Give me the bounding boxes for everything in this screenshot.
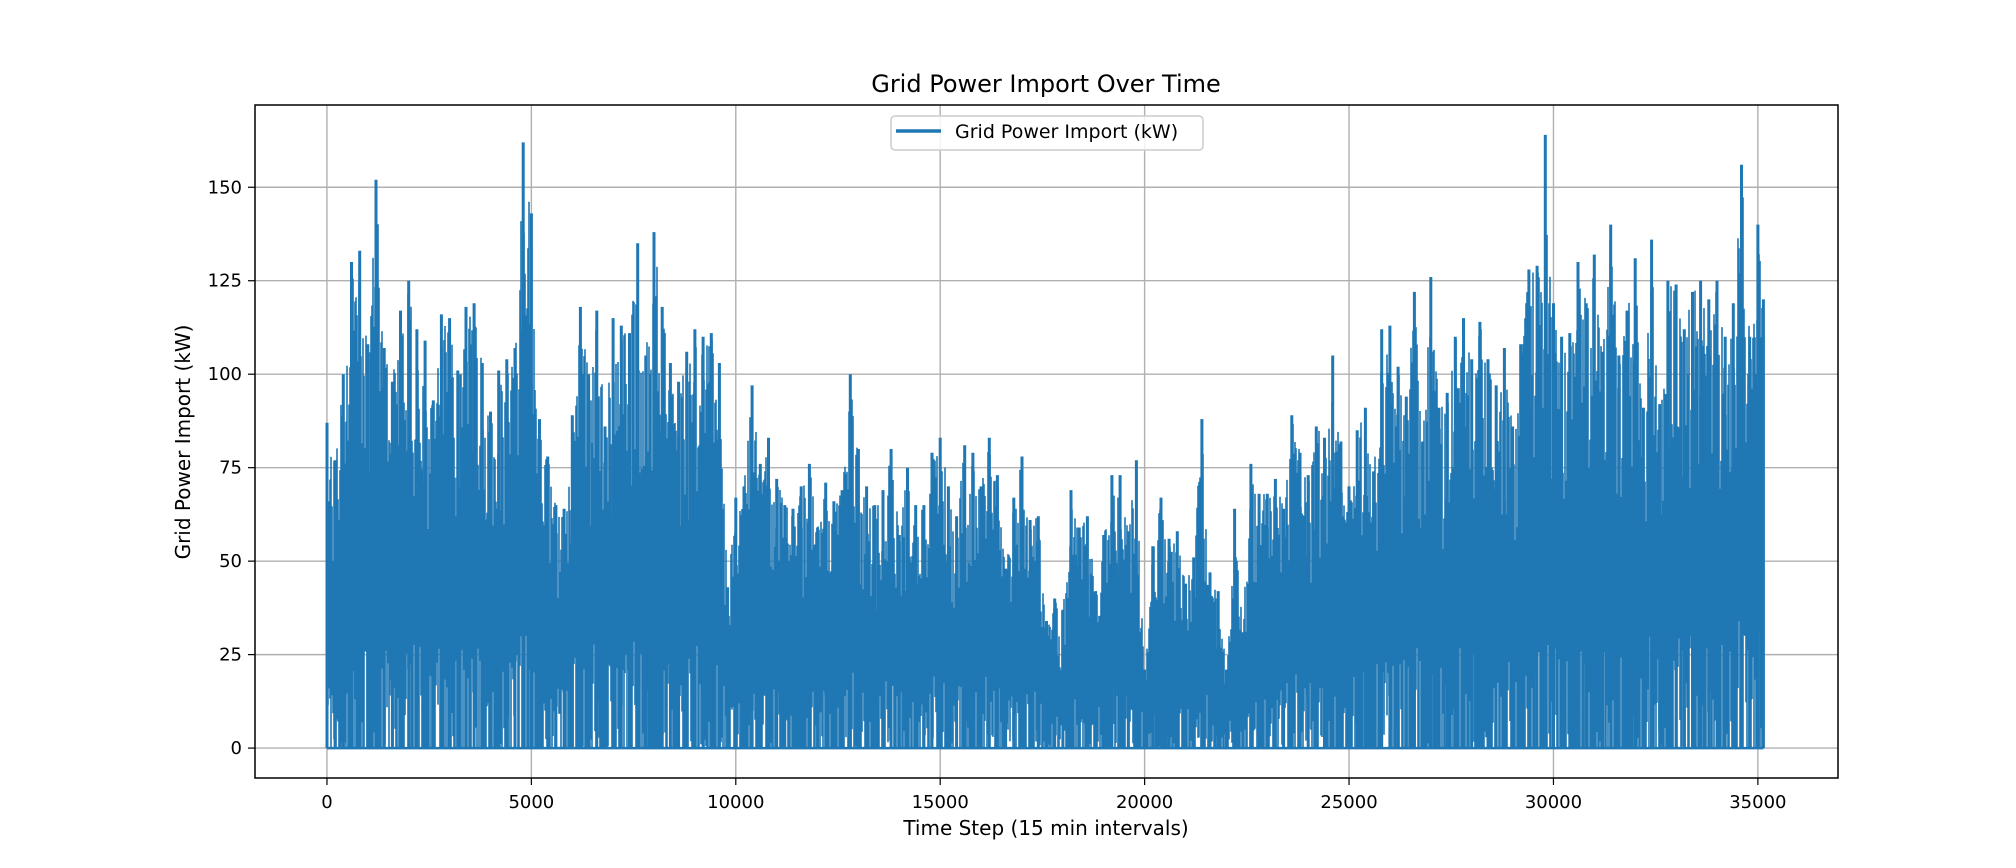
x-tick-label: 5000 — [508, 792, 554, 813]
y-tick-label: 75 — [219, 458, 242, 479]
y-tick-label: 50 — [219, 551, 242, 572]
legend: Grid Power Import (kW) — [890, 115, 1204, 151]
y-tick-label: 150 — [208, 177, 242, 198]
x-tick-label: 35000 — [1729, 792, 1786, 813]
x-tick-label: 30000 — [1525, 792, 1582, 813]
y-axis: 0 25 50 75 100 125 150 — [208, 177, 255, 759]
x-tick-label: 25000 — [1320, 792, 1377, 813]
y-axis-label: Grid Power Import (kW) — [171, 325, 195, 560]
x-axis-label: Time Step (15 min intervals) — [902, 816, 1188, 840]
x-tick-label: 20000 — [1116, 792, 1173, 813]
x-axis: 0 5000 10000 15000 20000 25000 30000 35000 — [321, 778, 1787, 813]
series-peaks — [325, 134, 1765, 749]
x-tick-label: 10000 — [707, 792, 764, 813]
x-tick-label: 15000 — [912, 792, 969, 813]
y-tick-label: 0 — [231, 738, 242, 759]
x-tick-label: 0 — [321, 792, 332, 813]
legend-box — [890, 115, 1204, 151]
y-tick-label: 25 — [219, 645, 242, 666]
legend-label: Grid Power Import (kW) — [955, 121, 1178, 143]
plot-frame — [254, 104, 1839, 779]
y-tick-label: 125 — [208, 271, 242, 292]
data-series — [325, 134, 1765, 750]
chart-title: Grid Power Import Over Time — [871, 70, 1221, 98]
y-tick-label: 100 — [208, 364, 242, 385]
